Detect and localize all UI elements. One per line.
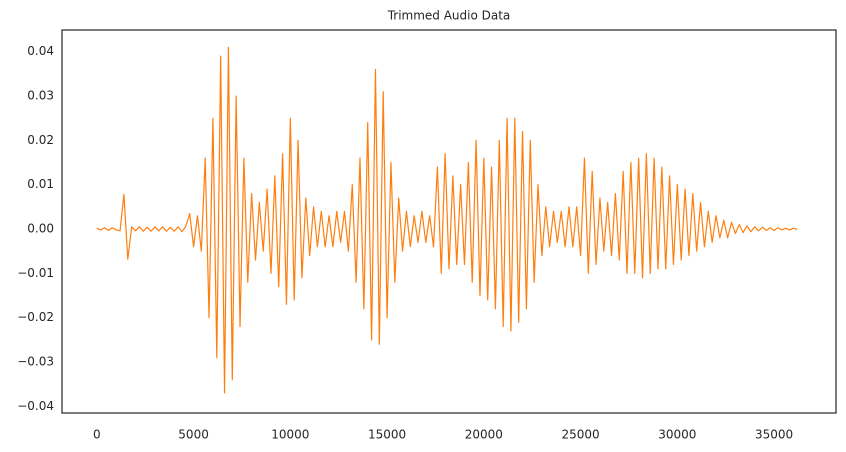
x-tick-label: 35000	[755, 428, 793, 442]
y-tick-label: −0.02	[17, 310, 54, 324]
y-tick-label: 0.03	[27, 89, 54, 103]
x-tick-label: 15000	[368, 428, 406, 442]
waveform-line	[96, 46, 798, 394]
y-tick-label: 0.01	[27, 177, 54, 191]
y-tick-label: −0.01	[17, 266, 54, 280]
x-tick-label: 20000	[465, 428, 503, 442]
chart-title: Trimmed Audio Data	[387, 9, 511, 23]
y-tick-label: 0.00	[27, 222, 54, 236]
x-tick-label: 10000	[271, 428, 309, 442]
y-tick-label: −0.04	[17, 399, 54, 413]
y-tick-label: 0.04	[27, 44, 54, 58]
plot-frame	[61, 29, 837, 414]
x-tick-label: 0	[93, 428, 101, 442]
y-tick-label: 0.02	[27, 133, 54, 147]
x-tick-label: 30000	[658, 428, 696, 442]
x-tick-label: 5000	[178, 428, 209, 442]
x-tick-label: 25000	[561, 428, 599, 442]
y-tick-label: −0.03	[17, 355, 54, 369]
